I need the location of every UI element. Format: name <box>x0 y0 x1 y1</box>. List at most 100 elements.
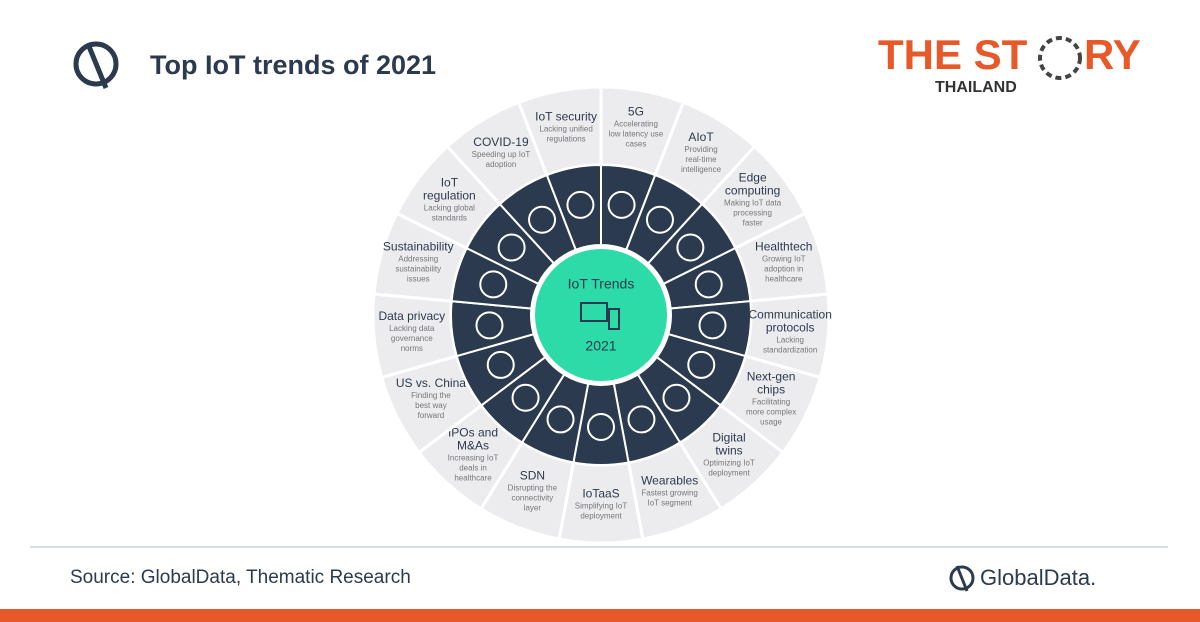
subtitle-line: Growing IoT <box>762 255 806 264</box>
segment-title: AIoT <box>688 130 714 144</box>
segment-subtitle: Accelerating low latency use cases <box>609 120 664 149</box>
segment-subtitle: Simplifying IoT deployment <box>575 502 628 521</box>
subtitle-line: Lacking global <box>424 204 475 213</box>
subtitle-line: Speeding up IoT <box>472 150 531 159</box>
subtitle-line: faster <box>743 219 763 228</box>
inner-segment <box>498 173 578 265</box>
segment-subtitle: Increasing IoT deals in healthcare <box>448 454 499 483</box>
segment-subtitle: Providing real-time intelligence <box>681 145 722 174</box>
header-logo <box>73 41 119 89</box>
segment-title: Communication protocols <box>749 308 832 335</box>
title-line: Wearables <box>641 474 698 488</box>
segment-subtitle: Optimizing IoT deployment <box>703 459 755 478</box>
title-line: IoTaaS <box>582 487 619 501</box>
title-line: computing <box>725 184 780 198</box>
segment-title: IoT regulation <box>423 176 476 203</box>
segment-icon <box>687 350 716 379</box>
title-line: IoT <box>441 176 459 190</box>
subtitle-line: more complex <box>746 408 796 417</box>
source: Source: GlobalData, Thematic Research <box>70 567 411 588</box>
segment-subtitle: Addressing sustainability issues <box>395 255 441 284</box>
segment-subtitle: Lacking data governance norms <box>389 324 435 353</box>
subtitle-line: Optimizing IoT <box>703 459 755 468</box>
subtitle-line: Simplifying IoT <box>575 502 628 511</box>
subtitle-line: norms <box>401 344 423 353</box>
subtitle-line: Finding the <box>411 391 451 400</box>
subtitle-line: standards <box>432 214 467 223</box>
segment-subtitle: Finding the best way forward <box>411 391 451 420</box>
title: Top IoT trends of 2021 <box>150 50 436 80</box>
subtitle-line: Providing <box>684 145 717 154</box>
footer-bar <box>0 609 1200 622</box>
subtitle-line: Disrupting the <box>508 484 558 493</box>
segment-icon <box>479 270 508 299</box>
segment-subtitle: Lacking standardization <box>763 336 817 355</box>
segment-icon <box>546 405 575 434</box>
subtitle-line: Lacking <box>776 336 804 345</box>
title-line: IPOs and <box>448 426 498 440</box>
center-icon <box>608 308 620 330</box>
segment-icon <box>486 350 515 379</box>
segment-title: Next-gen chips <box>747 370 796 397</box>
center-title: IoT Trends <box>568 276 635 292</box>
subtitle-line: governance <box>391 334 433 343</box>
subtitle-line: Addressing <box>398 255 438 264</box>
subtitle-line: adoption <box>486 160 517 169</box>
title-line: COVID-19 <box>473 135 529 149</box>
segment-title: SDN <box>520 469 545 483</box>
subtitle-line: Increasing IoT <box>448 454 499 463</box>
footer-logo <box>949 565 975 592</box>
center-year: 2021 <box>585 338 616 354</box>
subtitle-line: regulations <box>547 135 586 144</box>
segment-subtitle: Speeding up IoT adoption <box>472 150 531 169</box>
subtitle-line: processing <box>733 209 772 218</box>
title-line: Digital <box>712 431 745 445</box>
title-line: Edge <box>739 171 767 185</box>
title-line: regulation <box>423 189 476 203</box>
subtitle-line: Lacking unified <box>539 125 592 134</box>
segment-title: Healthtech <box>755 240 812 254</box>
segment-subtitle: Lacking global standards <box>424 204 475 223</box>
subtitle-line: deployment <box>708 469 750 478</box>
subtitle-line: healthcare <box>765 275 803 284</box>
title-line: US vs. China <box>396 376 466 390</box>
center-icon <box>580 302 608 322</box>
title-line: Sustainability <box>383 240 454 254</box>
segment-icon <box>607 190 636 219</box>
subtitle-line: Facilitating <box>752 398 790 407</box>
brand-o <box>1038 36 1082 80</box>
footer-logo-text: GlobalData. <box>980 565 1096 590</box>
brand-sub: THAILAND <box>935 79 1017 96</box>
segment-title: Digital twins <box>712 431 745 458</box>
segment-title: Sustainability <box>383 240 454 254</box>
subtitle-line: IoT segment <box>647 499 692 508</box>
segment-subtitle: Growing IoT adoption in healthcare <box>762 255 806 284</box>
title-line: Data privacy <box>378 309 445 323</box>
segment-icon <box>627 405 656 434</box>
subtitle-line: Fastest growing <box>641 489 697 498</box>
subtitle-line: real-time <box>685 155 717 164</box>
brand-text: RY <box>1084 31 1141 78</box>
title-line: chips <box>757 383 785 397</box>
subtitle-line: standardization <box>763 346 817 355</box>
segment-subtitle: Disrupting the connectivity layer <box>508 484 558 513</box>
segment-icon <box>662 383 691 412</box>
title-line: protocols <box>766 321 815 335</box>
segment-icon <box>566 190 595 219</box>
segment-title: Edge computing <box>725 171 780 198</box>
segment-subtitle: Fastest growing IoT segment <box>641 489 697 508</box>
segment-title: IoTaaS <box>582 487 619 501</box>
subtitle-line: healthcare <box>454 474 492 483</box>
title-line: 5G <box>628 105 644 119</box>
title-line: M&As <box>457 439 489 453</box>
segment-icon <box>528 205 557 234</box>
segment-icon <box>587 413 615 441</box>
segment-title: Wearables <box>641 474 698 488</box>
subtitle-line: usage <box>760 418 782 427</box>
subtitle-line: adoption in <box>764 265 803 274</box>
title-line: Healthtech <box>755 240 812 254</box>
subtitle-line: layer <box>524 504 542 513</box>
segment-subtitle: Lacking unified regulations <box>539 125 592 144</box>
